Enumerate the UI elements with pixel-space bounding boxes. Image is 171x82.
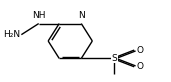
Text: O: O (136, 62, 143, 71)
Text: N: N (78, 11, 85, 20)
Text: S: S (111, 54, 117, 63)
Text: NH: NH (32, 11, 45, 20)
Text: H₂N: H₂N (3, 30, 20, 39)
Text: O: O (136, 46, 143, 55)
